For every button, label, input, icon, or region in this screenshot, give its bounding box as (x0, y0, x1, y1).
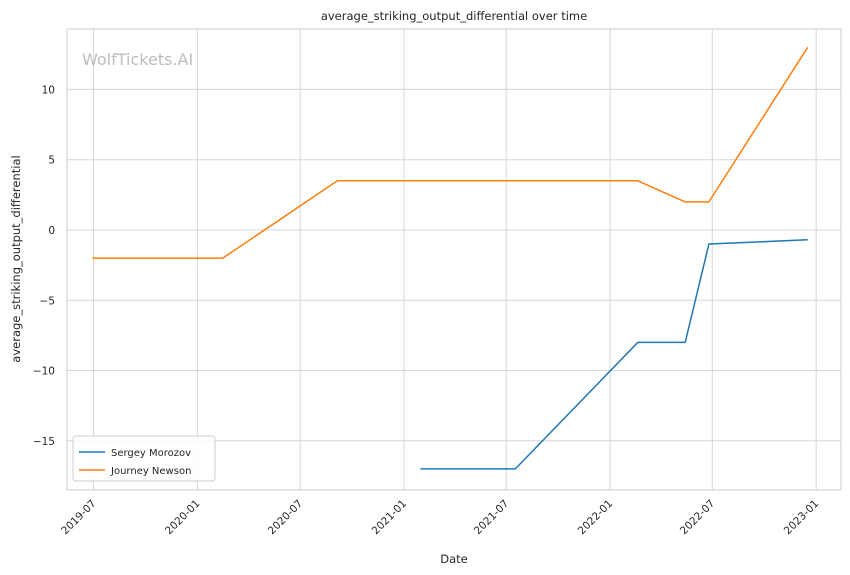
x-axis-label: Date (440, 552, 468, 566)
watermark: WolfTickets.AI (82, 50, 193, 69)
x-tick-label: 2020-07 (266, 498, 306, 538)
legend-label-journey-newson: Journey Newson (110, 466, 191, 477)
series-line-journey-newson (92, 46, 809, 259)
y-tick-label: −10 (33, 366, 55, 378)
x-tick-label: 2021-01 (370, 498, 410, 538)
x-tick-label: 2021-07 (472, 498, 512, 538)
y-tick-labels: −15 −10 −5 0 5 10 (33, 84, 55, 447)
y-tick-label: 10 (42, 84, 55, 96)
y-tick-label: 5 (48, 155, 55, 167)
x-tick-label: 2020-01 (163, 498, 203, 538)
series-line-sergey-morozov (420, 239, 808, 470)
legend-box (72, 435, 216, 482)
legend: Sergey Morozov Journey Newson (72, 435, 216, 482)
y-tick-label: 0 (48, 225, 55, 237)
x-tick-label: 2022-01 (576, 498, 616, 538)
chart-title: average_striking_output_differential ove… (321, 9, 587, 23)
y-tick-label: −15 (33, 436, 55, 448)
x-tick-label: 2022-07 (678, 498, 718, 538)
y-tick-label: −5 (40, 295, 55, 307)
x-tick-label: 2019-07 (59, 498, 99, 538)
series-lines (92, 46, 809, 470)
x-tick-label: 2023-01 (782, 498, 822, 538)
plot-area-frame (66, 28, 842, 491)
legend-label-sergey-morozov: Sergey Morozov (111, 448, 191, 459)
grid (67, 29, 841, 490)
y-axis-label: average_striking_output_differential (9, 155, 23, 362)
x-tick-labels: 2019-07 2020-01 2020-07 2021-01 2021-07 2022-… (59, 498, 821, 538)
